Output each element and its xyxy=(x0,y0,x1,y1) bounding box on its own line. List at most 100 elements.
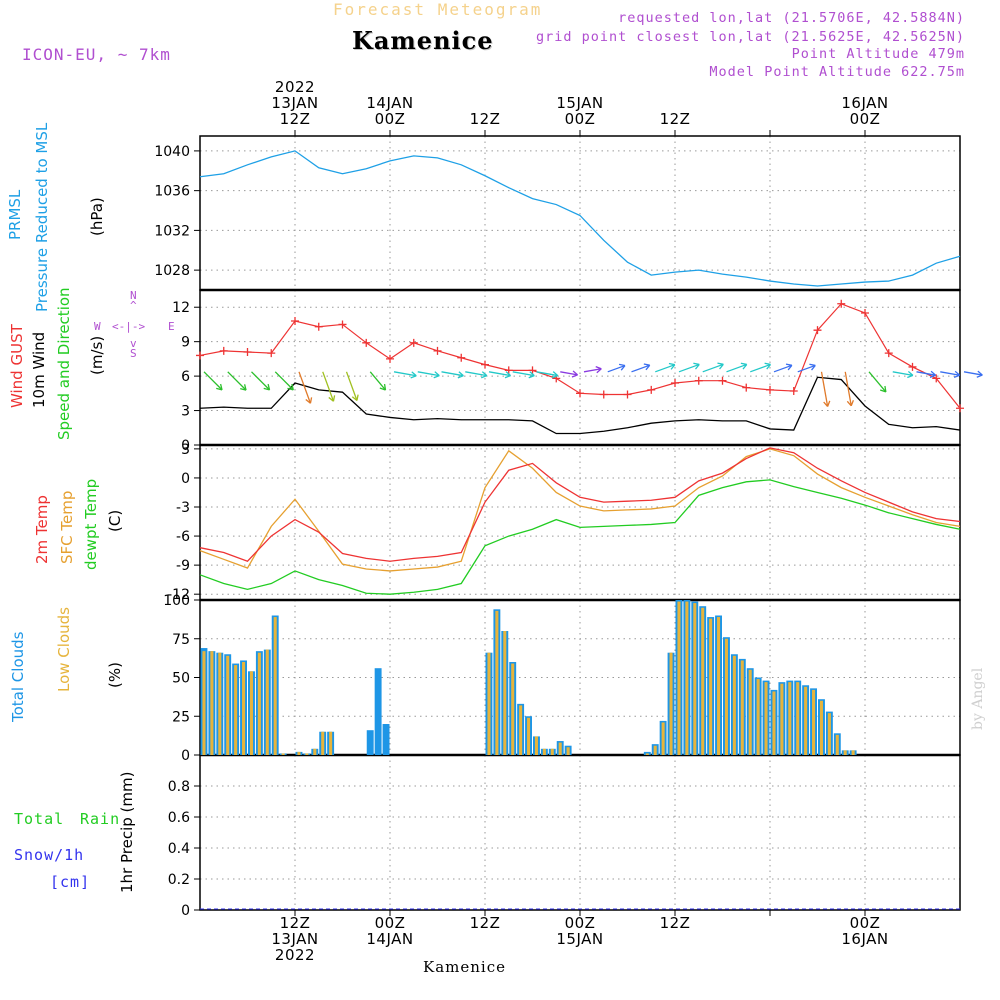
wind-arrow xyxy=(393,371,417,377)
low-cloud-bar xyxy=(550,748,554,755)
wind-arrow xyxy=(607,364,626,373)
low-cloud-bar xyxy=(249,671,253,755)
panel-1: 0 3 6 9 12 xyxy=(172,289,961,454)
low-cloud-bar xyxy=(645,753,649,755)
low-cloud-bar xyxy=(495,610,499,755)
y-tick-label: 0.4 xyxy=(168,841,190,857)
low-cloud-bar xyxy=(281,753,285,755)
precip-total-label: Total xyxy=(14,810,65,828)
y-tick-label: 1036 xyxy=(154,184,190,200)
panel-2: -12 -9 -6 -3 0 3 xyxy=(167,442,961,603)
total-cloud-bar xyxy=(382,724,390,755)
low-cloud-bar xyxy=(210,651,214,755)
time-label: 12Z xyxy=(469,110,501,128)
wind-arrow-head xyxy=(907,370,914,379)
wind-arrow xyxy=(203,371,223,391)
time-label: 12Z xyxy=(279,110,311,128)
low-cloud-bar xyxy=(234,665,238,755)
wind-arrow xyxy=(345,371,358,401)
gust-line-marker xyxy=(219,346,228,355)
pressure-line xyxy=(199,150,961,287)
gust-line-marker xyxy=(908,362,917,371)
wind-arrow xyxy=(512,371,535,377)
low-cloud-bar xyxy=(677,601,681,755)
low-cloud-bar xyxy=(717,617,721,755)
low-cloud-bar xyxy=(218,652,222,755)
low-cloud-bar xyxy=(661,722,665,755)
time-label: 12Z xyxy=(659,914,691,932)
wind-arrow-head xyxy=(216,383,223,391)
y-tick-label: 0 xyxy=(181,438,190,454)
gust-line-marker xyxy=(671,379,679,387)
low-cloud-bar xyxy=(305,753,309,755)
time-label: 12Z xyxy=(469,914,501,932)
y-tick-label: 12 xyxy=(172,300,190,316)
gust-line-marker xyxy=(196,351,204,360)
wind-arrow-head xyxy=(693,362,700,370)
low-cloud-bar xyxy=(693,603,697,755)
point-altitude: Point Altitude 479m xyxy=(791,46,965,62)
low-cloud-bar xyxy=(819,700,823,755)
gust-line-marker xyxy=(718,376,727,385)
compass-n: N xyxy=(130,289,137,302)
wind-arrow-head xyxy=(351,394,359,402)
low-cloud-bar xyxy=(788,682,792,755)
wind-arrow xyxy=(844,371,852,406)
low-cloud-bar xyxy=(202,651,206,755)
low-cloud-bar xyxy=(297,751,301,755)
low-cloud-bar xyxy=(732,655,736,755)
wind-arrow-head xyxy=(571,370,579,378)
gust-line-marker xyxy=(647,385,656,394)
low-cloud-bar xyxy=(756,679,760,755)
low-cloud-bar xyxy=(242,662,246,755)
time-label: 00Z xyxy=(374,110,406,128)
gust-line-marker xyxy=(243,348,252,356)
wind-arrow xyxy=(702,363,724,373)
compass-cross: <-|-> xyxy=(112,320,146,333)
wind-line xyxy=(199,376,961,435)
time-label: 00Z xyxy=(564,110,596,128)
time-label: 2022 xyxy=(274,946,316,964)
y-tick-label: 0.2 xyxy=(168,872,190,888)
wind-arrow-head xyxy=(433,371,440,379)
wind-arrow-head xyxy=(846,399,855,407)
wind-arrow xyxy=(916,371,936,376)
footer-location: Kamenice xyxy=(423,958,506,976)
gust-line-marker xyxy=(433,346,442,355)
gust-line-marker xyxy=(599,390,608,399)
wind-arrow xyxy=(560,371,578,376)
time-label: 16JAN xyxy=(841,930,889,948)
y-tick-label: 0 xyxy=(181,471,190,487)
compass-s: S xyxy=(130,347,137,360)
wind-arrow xyxy=(892,371,914,377)
gust-line-marker xyxy=(861,308,869,317)
low-cloud-bar xyxy=(709,618,713,755)
gust-line-marker xyxy=(576,389,584,398)
gust-line-marker xyxy=(457,353,466,362)
wind-arrow xyxy=(655,364,676,373)
wind-arrow xyxy=(274,371,294,391)
time-label: 15JAN xyxy=(556,930,604,948)
gust-line-marker xyxy=(362,338,371,347)
wind-arrow-head xyxy=(305,397,313,404)
y-tick-label: 1032 xyxy=(154,223,190,239)
gust-line-marker xyxy=(314,322,323,331)
total-cloud-bar xyxy=(374,668,382,755)
wind-arrow-head xyxy=(240,384,247,391)
low-cloud-bar xyxy=(558,742,562,755)
low-cloud-bar xyxy=(313,748,317,755)
panel-4: 0 0.2 0.4 0.6 0.8 xyxy=(168,754,961,919)
time-label: 2022 xyxy=(274,78,316,96)
time-label: 00Z xyxy=(849,110,881,128)
low-cloud-bar xyxy=(796,682,800,755)
wind-arrow-head xyxy=(551,371,559,379)
y-tick-label: 9 xyxy=(181,335,190,351)
gust-line-marker xyxy=(338,320,347,329)
compass-w: W xyxy=(94,320,101,333)
gust-line-marker xyxy=(766,385,774,394)
compass-icon: N ^ W <-|-> E v S xyxy=(90,289,180,361)
y-tick-label: 25 xyxy=(172,709,190,725)
low-cloud-bar xyxy=(653,745,657,755)
low-cloud-bar xyxy=(487,652,491,755)
low-cloud-bar xyxy=(812,689,816,755)
